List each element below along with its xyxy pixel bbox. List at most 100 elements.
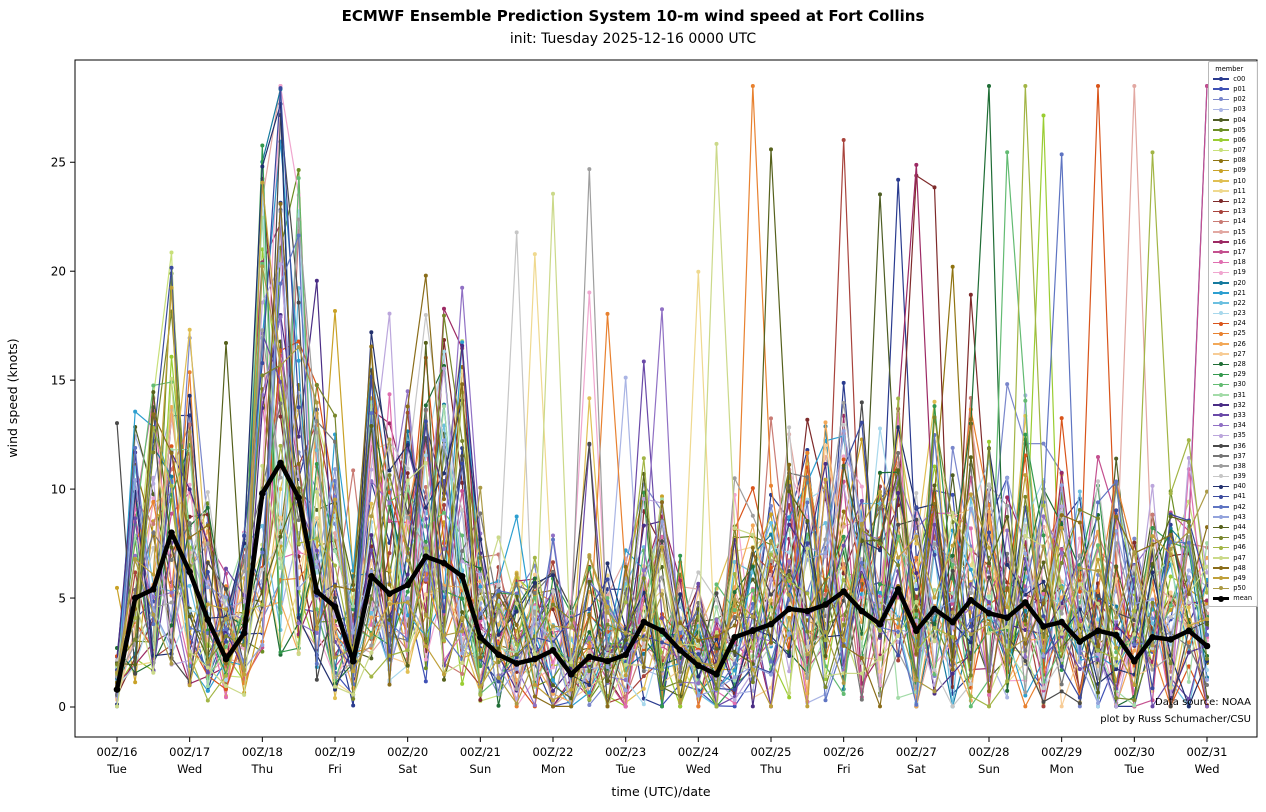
legend-item-label: c00 (1233, 74, 1246, 83)
legend-item-label: p33 (1233, 410, 1246, 419)
legend-item: p21 (1213, 288, 1252, 298)
x-tick-day-label: Tue (106, 762, 127, 776)
series-layer (113, 83, 1211, 709)
legend-swatch-icon (1213, 218, 1230, 226)
legend-swatch-icon (1213, 330, 1230, 338)
x-tick-label: 00Z/23 (605, 745, 646, 759)
ensemble-member-series (115, 113, 1209, 709)
legend-item: p14 (1213, 217, 1252, 227)
legend-item: p27 (1213, 349, 1252, 359)
legend-swatch-icon (1213, 279, 1230, 287)
legend-item-label: p18 (1233, 258, 1246, 267)
x-tick-label: 00Z/20 (387, 745, 428, 759)
legend-item: p17 (1213, 247, 1252, 257)
legend-item: p49 (1213, 573, 1252, 583)
legend-item: p40 (1213, 482, 1252, 492)
legend-item: p39 (1213, 471, 1252, 481)
legend-item: p32 (1213, 400, 1252, 410)
legend-item-label: p45 (1233, 533, 1246, 542)
legend-item-label: p40 (1233, 482, 1246, 491)
x-tick-label: 00Z/18 (242, 745, 283, 759)
legend-item-label: p49 (1233, 573, 1246, 582)
x-tick-day-label: Fri (837, 762, 851, 776)
legend-item-label: p28 (1233, 360, 1246, 369)
legend-item: c00 (1213, 74, 1252, 84)
legend-item: p15 (1213, 227, 1252, 237)
x-tick-day-label: Mon (1050, 762, 1074, 776)
chart-title: ECMWF Ensemble Prediction System 10-m wi… (341, 7, 925, 25)
y-tick-label: 5 (58, 591, 66, 605)
legend-item-label: p27 (1233, 349, 1246, 358)
x-tick-label: 00Z/26 (823, 745, 864, 759)
legend-swatch-icon (1213, 289, 1230, 297)
y-tick-label: 20 (51, 264, 66, 278)
data-source-annotation: Data source: NOAA (1155, 697, 1251, 708)
legend-item-label: p03 (1233, 105, 1246, 114)
legend-swatch-icon (1213, 544, 1230, 552)
legend-item-label: p46 (1233, 543, 1246, 552)
legend-item-label: p38 (1233, 461, 1246, 470)
legend-item-label: p32 (1233, 400, 1246, 409)
legend-item: p05 (1213, 125, 1252, 135)
legend-item-label: p44 (1233, 523, 1246, 532)
legend-item: p29 (1213, 369, 1252, 379)
legend-item-label: p11 (1233, 186, 1246, 195)
legend-item-label: p12 (1233, 197, 1246, 206)
legend-swatch-icon (1213, 340, 1230, 348)
legend-item: p24 (1213, 319, 1252, 329)
legend-item-label: p14 (1233, 217, 1246, 226)
chart-subtitle: init: Tuesday 2025-12-16 0000 UTC (509, 31, 757, 47)
credit-annotation: plot by Russ Schumacher/CSU (1100, 714, 1251, 725)
legend-item-label: p30 (1233, 380, 1246, 389)
axes-layer: 051015202500Z/16Tue00Z/17Wed00Z/18Thu00Z… (51, 59, 1258, 776)
legend-swatch-icon (1213, 116, 1230, 124)
legend-item-label: p42 (1233, 502, 1246, 511)
legend-swatch-icon (1213, 452, 1230, 460)
legend-item-label: p21 (1233, 288, 1246, 297)
legend-swatch-icon (1213, 258, 1230, 266)
legend-item: p23 (1213, 308, 1252, 318)
legend-swatch-icon (1213, 167, 1230, 175)
legend-item: p13 (1213, 206, 1252, 216)
x-tick-label: 00Z/19 (314, 745, 355, 759)
legend-swatch-icon (1213, 309, 1230, 317)
x-tick-label: 00Z/21 (460, 745, 501, 759)
legend-item-label: p41 (1233, 492, 1246, 501)
legend-item: p46 (1213, 543, 1252, 553)
legend-item: p25 (1213, 329, 1252, 339)
x-tick-day-label: Wed (686, 762, 711, 776)
legend-item-label: p06 (1233, 135, 1246, 144)
legend-item-label: p47 (1233, 553, 1246, 562)
legend-swatch-icon (1213, 421, 1230, 429)
legend-item-label: p37 (1233, 451, 1246, 460)
x-axis-label: time (UTC)/date (611, 784, 710, 799)
x-tick-day-label: Wed (177, 762, 202, 776)
x-tick-label: 00Z/22 (532, 745, 573, 759)
legend-item-label: p17 (1233, 247, 1246, 256)
legend-item: p43 (1213, 512, 1252, 522)
legend-swatch-icon (1213, 371, 1230, 379)
legend-item: p04 (1213, 115, 1252, 125)
legend-item-label: p31 (1233, 390, 1246, 399)
legend-item: p18 (1213, 257, 1252, 267)
legend-item: p19 (1213, 268, 1252, 278)
legend-swatch-icon (1213, 503, 1230, 511)
legend-swatch-icon (1213, 564, 1230, 572)
legend-item: p06 (1213, 135, 1252, 145)
legend-item-label: p24 (1233, 319, 1246, 328)
legend-item: p03 (1213, 105, 1252, 115)
legend-item-label: p29 (1233, 370, 1246, 379)
legend-item-label: p22 (1233, 298, 1246, 307)
x-tick-label: 00Z/30 (1114, 745, 1155, 759)
x-tick-day-label: Fri (328, 762, 342, 776)
x-tick-label: 00Z/16 (96, 745, 137, 759)
legend-swatch-icon (1213, 391, 1230, 399)
legend-item-label: mean (1233, 594, 1252, 603)
x-tick-label: 00Z/28 (968, 745, 1009, 759)
legend-swatch-icon (1213, 238, 1230, 246)
legend-swatch-icon (1213, 208, 1230, 216)
legend-swatch-icon (1213, 85, 1230, 93)
legend-swatch-icon (1213, 157, 1230, 165)
